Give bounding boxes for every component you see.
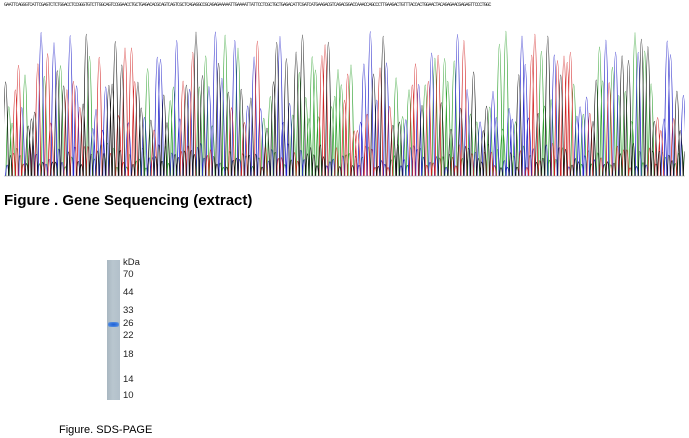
sequencing-chromatogram (4, 30, 685, 177)
gel-lane (107, 260, 120, 400)
marker-70: 70 (123, 269, 134, 280)
sequence-text: GAATTCAGGGTCATTCGAGTCTCTGGACCTCCGGGTGTCT… (4, 2, 491, 8)
marker-10: 10 (123, 390, 134, 401)
sequencing-figure-caption: Figure . Gene Sequencing (extract) (4, 192, 253, 209)
protein-band (108, 322, 119, 327)
marker-22: 22 (123, 330, 134, 341)
marker-14: 14 (123, 374, 134, 385)
trace-G (4, 31, 685, 177)
marker-33: 33 (123, 305, 134, 316)
marker-26: 26 (123, 318, 134, 329)
marker-unit-label: kDa (123, 257, 140, 268)
trace-T (11, 33, 677, 177)
marker-44: 44 (123, 287, 134, 298)
sds-page-figure-caption: Figure. SDS-PAGE (59, 424, 153, 436)
trace-C (5, 31, 685, 177)
marker-18: 18 (123, 349, 134, 360)
